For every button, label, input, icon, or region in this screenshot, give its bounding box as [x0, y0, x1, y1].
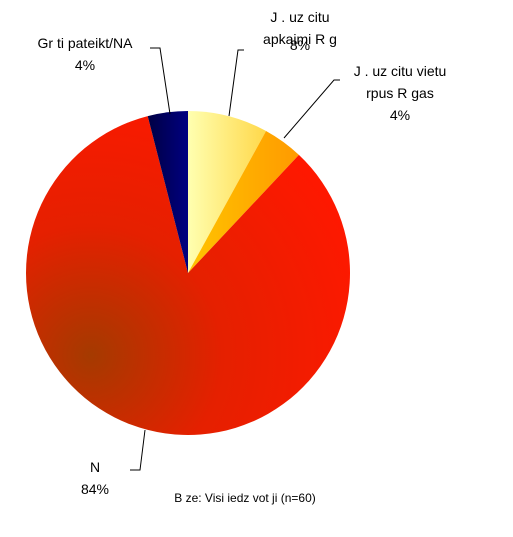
leader-line — [283, 79, 340, 139]
leader-line — [228, 49, 244, 117]
leader-line — [150, 47, 171, 115]
slice-label: J . uz citu vietu rpus R gas — [354, 63, 447, 101]
slice-label: N — [90, 459, 100, 475]
slice-value-label: 84% — [81, 481, 109, 497]
leader-line — [130, 429, 146, 471]
slice-value-label: 4% — [390, 107, 410, 123]
pie — [25, 111, 350, 435]
slice-label: Gr ti pateikt/NA — [38, 35, 134, 51]
pie-slice — [188, 131, 299, 273]
base-note: B ze: Visi iedz vot ji (n=60) — [174, 491, 316, 505]
pie-slice — [25, 116, 350, 435]
pie-slice — [188, 111, 267, 273]
slice-value-label: 8% — [290, 37, 310, 53]
slice-value-label: 4% — [75, 57, 95, 73]
slice-label: J . uz citu apkaimi R g — [263, 9, 337, 47]
pie-slice — [147, 111, 188, 273]
